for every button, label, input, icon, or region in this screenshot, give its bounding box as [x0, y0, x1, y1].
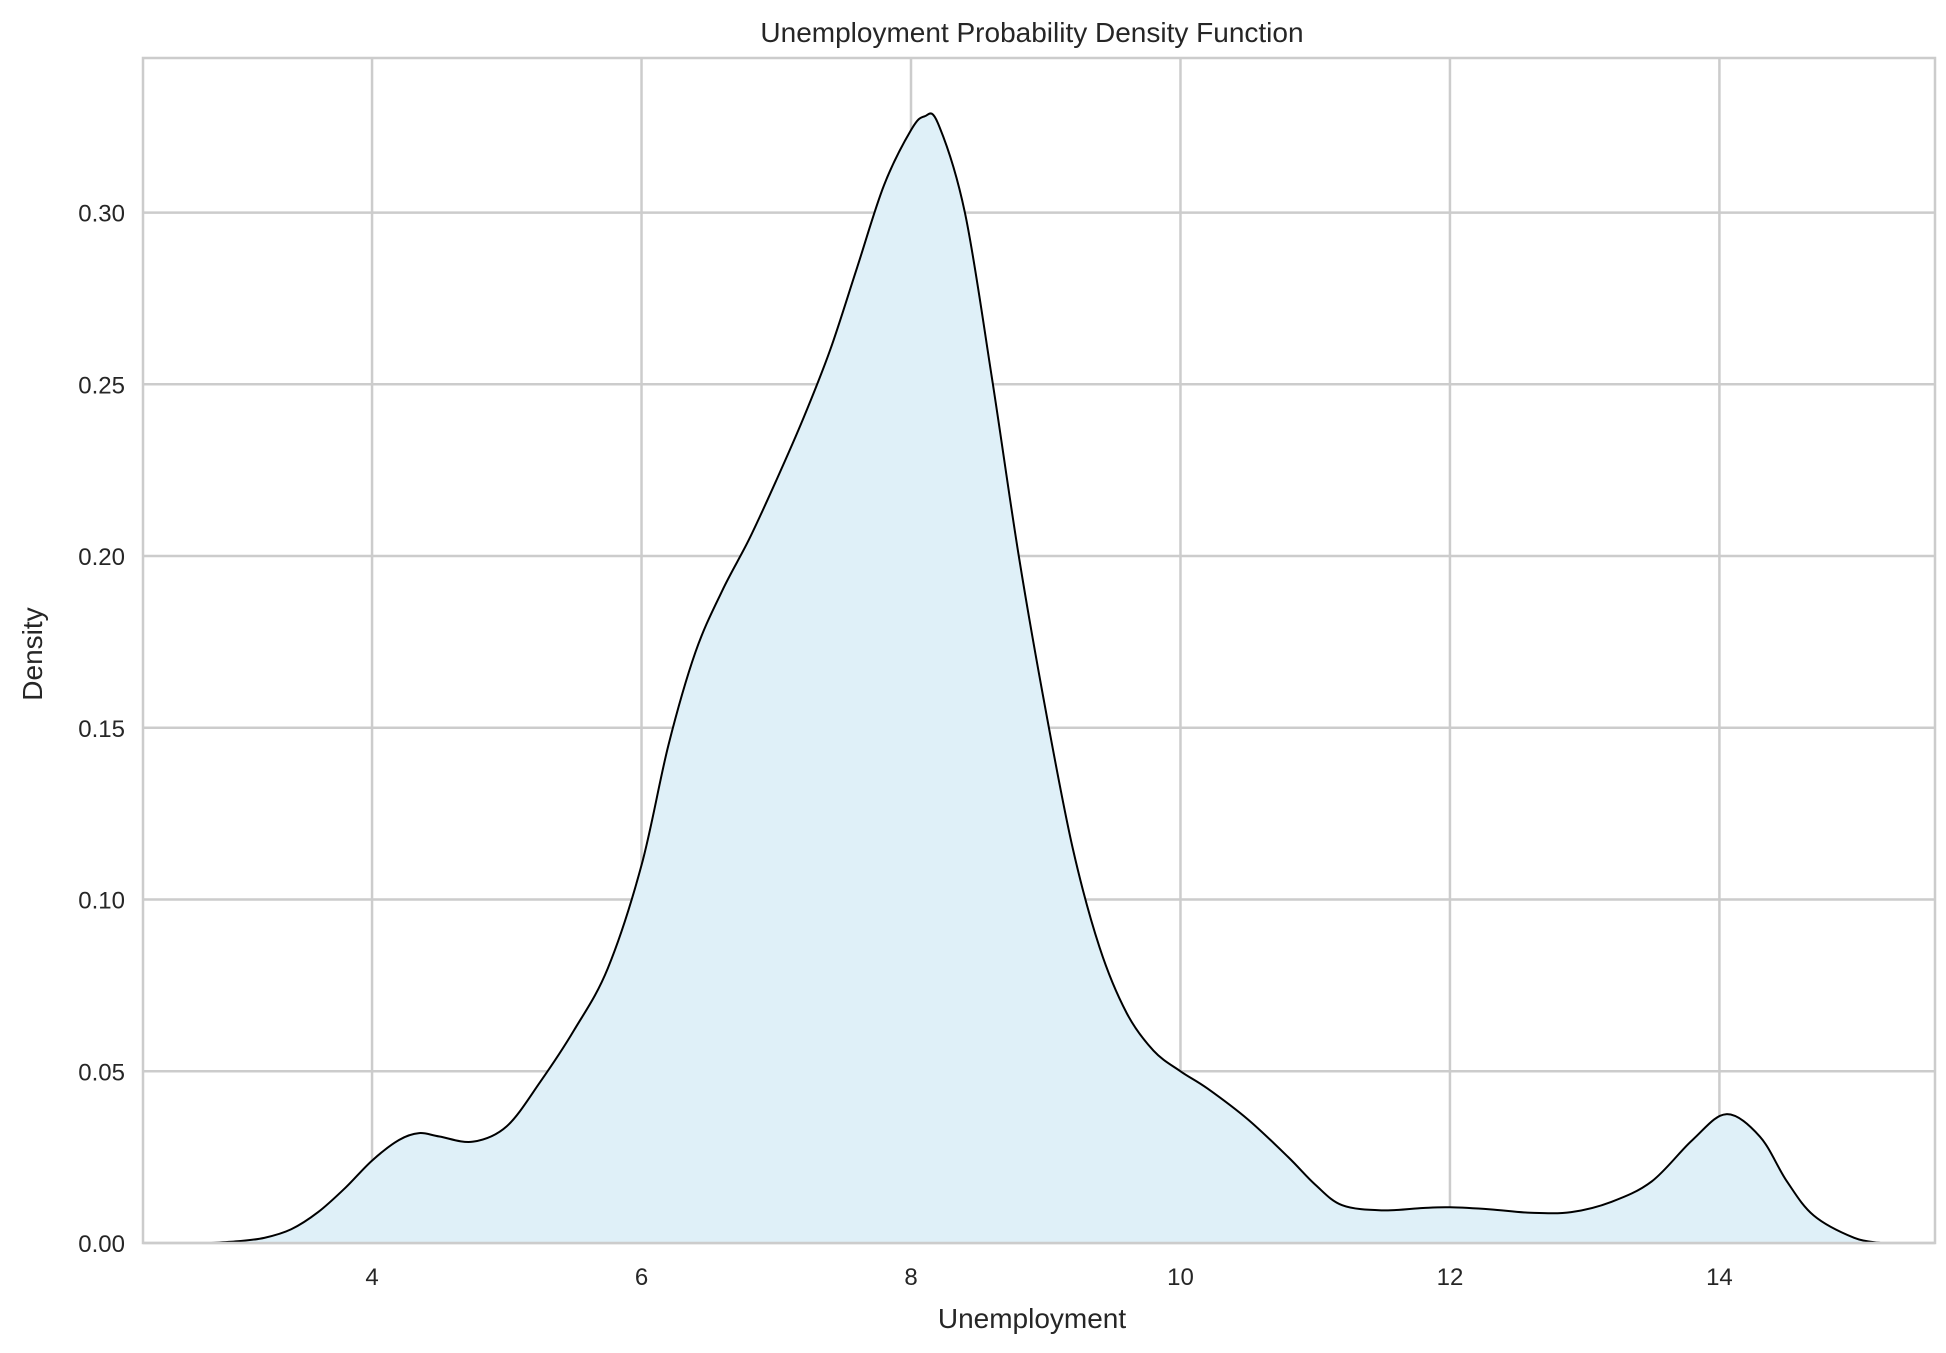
y-tick-label: 0.25 — [78, 372, 125, 399]
y-tick-label: 0.30 — [78, 201, 125, 228]
x-tick-label: 8 — [904, 1264, 917, 1291]
y-tick-label: 0.10 — [78, 888, 125, 915]
x-axis-label: Unemployment — [938, 1303, 1127, 1334]
x-axis-ticks: 4 6 8 10 12 14 — [365, 1264, 1732, 1291]
density-area-fill — [210, 113, 1882, 1244]
x-tick-label: 6 — [635, 1264, 648, 1291]
plot-frame — [141, 56, 1937, 1245]
y-tick-label: 0.05 — [78, 1059, 125, 1086]
x-tick-label: 10 — [1167, 1264, 1194, 1291]
y-tick-label: 0.00 — [78, 1231, 125, 1258]
y-tick-label: 0.20 — [78, 544, 125, 571]
chart-title: Unemployment Probability Density Functio… — [760, 17, 1303, 48]
y-axis-ticks: 0.00 0.05 0.10 0.15 0.20 0.25 0.30 — [78, 201, 125, 1258]
x-tick-label: 12 — [1437, 1264, 1464, 1291]
y-axis-label: Density — [17, 607, 48, 700]
y-tick-label: 0.15 — [78, 716, 125, 743]
x-tick-label: 4 — [365, 1264, 378, 1291]
x-tick-label: 14 — [1706, 1264, 1733, 1291]
density-curve — [210, 112, 1882, 1244]
